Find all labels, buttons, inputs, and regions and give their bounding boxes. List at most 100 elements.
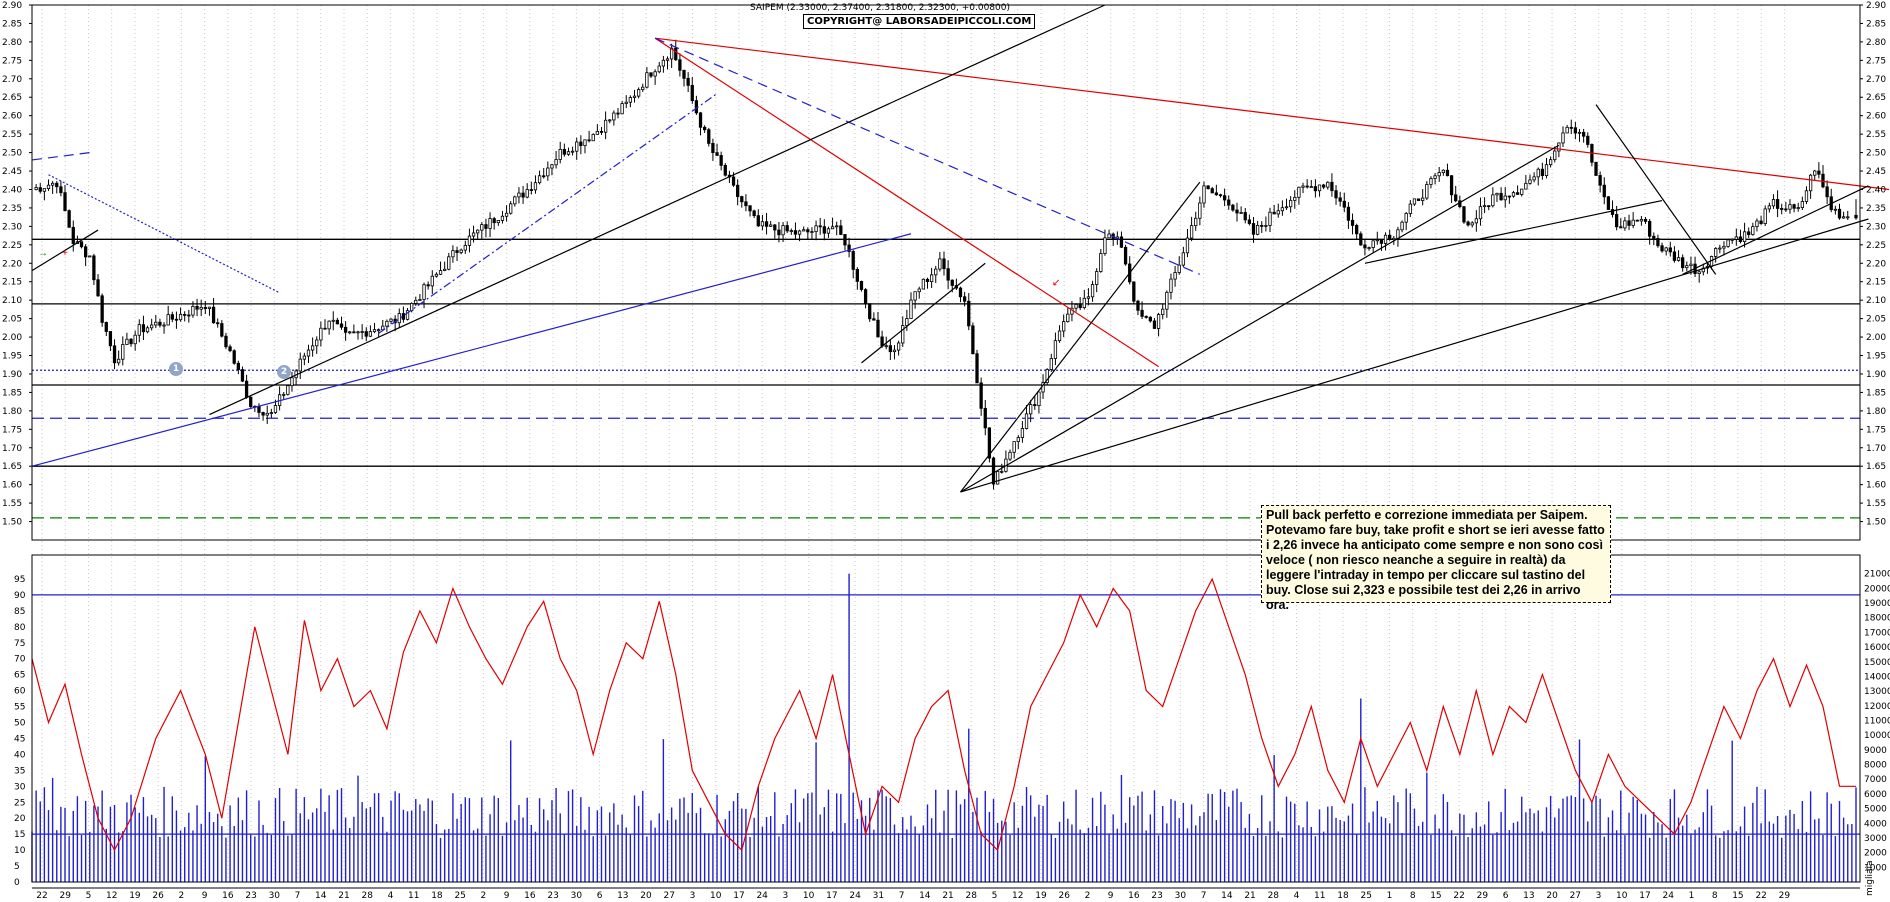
- candle-body: [1210, 188, 1214, 194]
- osc-tick-label: 40: [14, 750, 26, 760]
- marker-2: 2: [277, 365, 291, 379]
- price-tick-label: 1.50: [1866, 518, 1886, 528]
- candle-body: [1557, 142, 1561, 152]
- candle-body: [418, 299, 422, 301]
- oscillator: [31, 577, 1856, 852]
- candle-body: [1804, 190, 1809, 202]
- trend-line: [31, 229, 99, 272]
- candle-body: [121, 344, 125, 360]
- day-tick-label: 16: [222, 891, 234, 901]
- candle-body: [1400, 221, 1404, 231]
- price-tick-label: 2.35: [2, 204, 22, 214]
- candle-body: [905, 318, 909, 326]
- candle-body: [975, 353, 979, 384]
- candle-body: [1222, 195, 1227, 201]
- candle-body: [752, 210, 756, 217]
- candle-body: [236, 362, 240, 371]
- candle-body: [1767, 205, 1771, 210]
- candle-body: [1763, 208, 1767, 225]
- day-tick-label: 12: [1012, 891, 1023, 901]
- candle-body: [1821, 173, 1825, 188]
- day-tick-label: 23: [547, 891, 558, 901]
- candle-body: [1152, 320, 1157, 329]
- candle-body: [1441, 169, 1445, 173]
- day-tick-label: 5: [992, 891, 998, 901]
- osc-tick-label: 75: [14, 639, 25, 649]
- day-tick-label: 26: [152, 891, 164, 901]
- candle-body: [888, 345, 892, 353]
- candle-body: [925, 278, 930, 282]
- day-tick-label: 7: [295, 891, 301, 901]
- candle-body: [504, 212, 509, 217]
- candle-body: [1350, 219, 1355, 226]
- price-tick-label: 2.65: [2, 93, 22, 103]
- candle-body: [150, 324, 154, 329]
- candle-body: [117, 358, 121, 364]
- price-tick-label: 1.65: [2, 462, 22, 472]
- candle-body: [1412, 198, 1417, 205]
- day-tick-label: 16: [524, 891, 536, 901]
- candle-body: [1648, 221, 1652, 237]
- candle-body: [1301, 185, 1305, 188]
- candle-body: [1565, 126, 1569, 134]
- candle-body: [207, 306, 212, 309]
- candle-body: [360, 331, 364, 333]
- candle-body: [1800, 201, 1804, 208]
- candle-body: [806, 229, 810, 233]
- trend-line: [48, 174, 280, 294]
- candle-body: [566, 151, 571, 155]
- candle-body: [269, 412, 273, 414]
- candle-body: [1268, 211, 1272, 226]
- candle-body: [96, 279, 100, 297]
- candle-body: [1342, 200, 1346, 208]
- price-tick-label: 2.90: [2, 1, 22, 11]
- candle-body: [855, 269, 859, 282]
- candle-body: [1165, 291, 1169, 310]
- candle-body: [1322, 184, 1326, 188]
- candle-body: [1185, 237, 1190, 254]
- candle-body: [1024, 413, 1029, 429]
- trend-line: [861, 262, 986, 364]
- candle-body: [1685, 265, 1689, 269]
- candle-body: [1631, 219, 1635, 226]
- candle-body: [826, 228, 831, 234]
- candle-body: [1742, 231, 1747, 242]
- candle-body: [707, 129, 711, 144]
- candle-body: [715, 152, 719, 156]
- candle-body: [1066, 313, 1070, 323]
- candle-body: [1544, 164, 1549, 176]
- candle-body: [917, 288, 921, 293]
- day-tick-label: 3: [783, 891, 789, 901]
- candle-body: [830, 226, 835, 230]
- day-tick-label: 19: [129, 891, 141, 901]
- red-cross: +: [62, 248, 68, 259]
- price-tick-label: 2.50: [2, 149, 22, 159]
- day-tick-label: 28: [966, 891, 978, 901]
- candle-body: [1747, 231, 1751, 235]
- day-tick-label: 22: [36, 891, 47, 901]
- candle-body: [282, 393, 286, 396]
- candle-body: [385, 320, 389, 327]
- candle-body: [405, 310, 410, 320]
- candle-body: [616, 112, 620, 115]
- day-tick-label: 16: [1128, 891, 1140, 901]
- day-tick-label: 3: [1596, 891, 1602, 901]
- osc-tick-label: 45: [14, 734, 25, 744]
- green-arrow: →: [38, 248, 48, 259]
- candle-body: [1697, 271, 1701, 275]
- price-tick-label: 1.75: [2, 425, 22, 435]
- candle-body: [1660, 245, 1664, 252]
- candle-body: [682, 69, 686, 79]
- candle-body: [1408, 203, 1412, 214]
- candle-body: [1136, 300, 1140, 311]
- candle-body: [1462, 206, 1466, 223]
- candle-body: [711, 143, 715, 153]
- candle-body: [88, 255, 92, 258]
- candle-body: [868, 303, 872, 320]
- candle-body: [1784, 208, 1788, 211]
- price-tick-label: 1.80: [1866, 407, 1886, 417]
- candle-body: [1000, 470, 1004, 473]
- candle-body: [1495, 192, 1499, 196]
- candle-body: [1359, 233, 1363, 246]
- price-tick-label: 1.70: [2, 444, 22, 454]
